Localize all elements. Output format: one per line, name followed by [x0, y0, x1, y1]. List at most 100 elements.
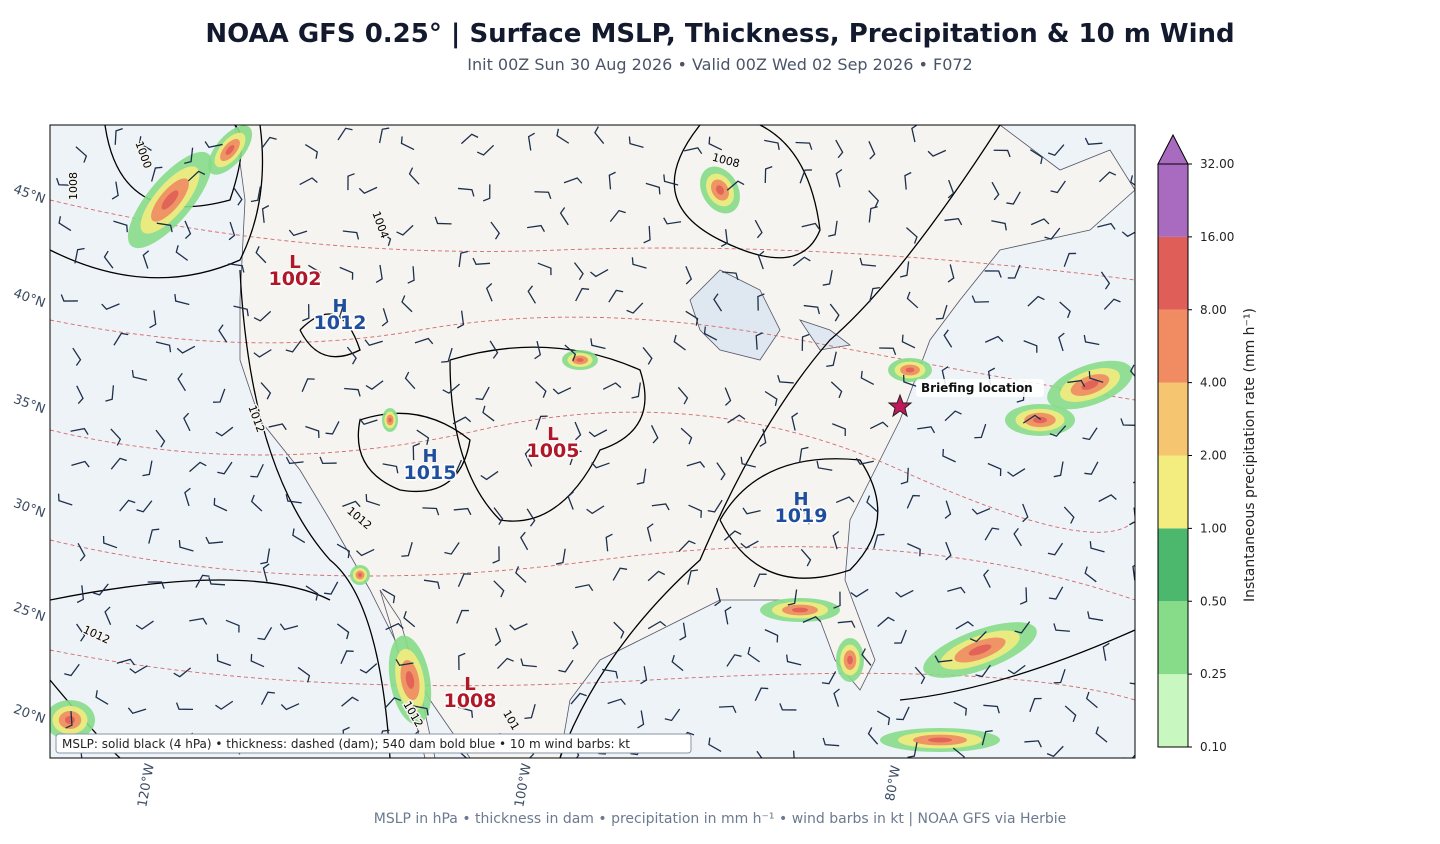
wind-barb	[113, 332, 129, 346]
wind-barb	[174, 294, 190, 306]
wind-barb	[261, 205, 270, 223]
wind-barb	[829, 303, 840, 322]
wind-barb	[216, 653, 232, 667]
wind-barb	[441, 347, 453, 363]
wind-barb	[740, 540, 759, 549]
wind-barb	[991, 181, 1000, 201]
wind-barb	[537, 262, 552, 276]
center-type: L	[289, 252, 300, 273]
wind-barb	[718, 705, 737, 714]
wind-barb	[305, 585, 319, 601]
wind-barb	[340, 650, 354, 665]
wind-barb	[1138, 342, 1144, 360]
wind-barb	[917, 426, 936, 434]
wind-barb	[492, 546, 500, 564]
wind-barb	[868, 287, 880, 303]
wind-barb	[934, 655, 953, 663]
center-pressure: 1015	[404, 462, 457, 484]
wind-barb	[803, 304, 821, 315]
wind-barb	[493, 507, 504, 526]
lon-label: 120°W	[135, 762, 157, 808]
colorbar-tick-label: 4.00	[1200, 376, 1227, 390]
wind-barb	[558, 659, 574, 673]
wind-barb	[114, 128, 123, 145]
wind-barb	[801, 222, 820, 230]
wind-barb	[217, 461, 233, 475]
precip-cell	[968, 644, 992, 656]
wind-barb	[798, 446, 809, 463]
center-type: H	[422, 446, 437, 467]
lat-label: 45°N	[11, 182, 47, 207]
wind-barb	[458, 706, 474, 718]
wind-barb	[113, 220, 128, 233]
wind-barb	[76, 623, 86, 642]
wind-barb	[56, 177, 73, 186]
wind-barb	[724, 387, 732, 406]
legend-note-box	[55, 733, 692, 754]
wind-barb	[1030, 218, 1050, 226]
wind-barb	[1082, 427, 1098, 441]
wind-barb	[876, 710, 891, 726]
subtitle: Init 00Z Sun 30 Aug 2026 • Valid 00Z Wed…	[467, 55, 972, 74]
wind-barb	[344, 387, 361, 397]
wind-barb	[535, 381, 547, 398]
wind-barb	[138, 136, 152, 152]
wind-barb	[684, 147, 703, 155]
colorbar-tick-label: 1.00	[1200, 521, 1227, 535]
wind-barb	[336, 623, 350, 640]
colorbar-swatch	[1158, 309, 1188, 383]
wind-barb	[135, 620, 154, 630]
wind-barb	[250, 463, 264, 478]
wind-barb	[381, 308, 389, 327]
wind-barb	[228, 221, 236, 241]
wind-barb	[457, 187, 475, 197]
wind-barb	[149, 310, 157, 329]
wind-barb	[260, 691, 275, 705]
wind-barb	[382, 588, 396, 604]
wind-barb	[868, 141, 876, 160]
wind-barb	[727, 414, 746, 424]
wind-barb	[914, 666, 926, 685]
wind-barb	[877, 616, 895, 628]
wind-barb	[927, 149, 947, 157]
wind-barb	[792, 256, 811, 267]
colorbar-tick-label: 0.50	[1200, 594, 1227, 608]
wind-barb	[1142, 141, 1152, 158]
wind-barb	[868, 206, 878, 223]
wind-barb	[754, 687, 769, 702]
wind-barb	[382, 463, 399, 474]
wind-barb	[574, 421, 582, 441]
wind-barb	[260, 382, 272, 400]
wind-barb	[903, 374, 918, 388]
wind-barb	[255, 246, 267, 264]
wind-barb	[911, 125, 919, 143]
wind-barb	[754, 219, 763, 239]
wind-barb	[894, 629, 907, 644]
wind-barb	[404, 371, 416, 390]
colorbar-extend	[1157, 133, 1189, 165]
wind-barb	[347, 173, 355, 191]
wind-barb	[866, 495, 878, 513]
wind-barb	[602, 668, 619, 679]
wind-barb	[457, 310, 465, 329]
colorbar-tick-label: 0.10	[1200, 740, 1227, 754]
wind-barb	[713, 293, 723, 312]
wind-barb	[215, 700, 234, 710]
wind-barb	[573, 262, 584, 281]
wind-barb	[342, 230, 360, 240]
wind-barb	[119, 499, 136, 512]
wind-barb	[981, 730, 993, 746]
wind-barb	[1029, 149, 1043, 165]
wind-barb	[77, 543, 86, 562]
wind-barb	[155, 341, 172, 353]
wind-barb	[76, 585, 85, 604]
wind-barb	[906, 291, 919, 309]
wind-barb	[250, 186, 261, 203]
wind-barb	[325, 421, 340, 435]
wind-barb	[991, 220, 1007, 231]
colorbar-tick-label: 2.00	[1200, 449, 1227, 463]
wind-barb	[647, 620, 667, 630]
wind-barb	[837, 620, 856, 628]
wind-barb	[795, 141, 813, 150]
wind-barb	[1022, 414, 1042, 424]
